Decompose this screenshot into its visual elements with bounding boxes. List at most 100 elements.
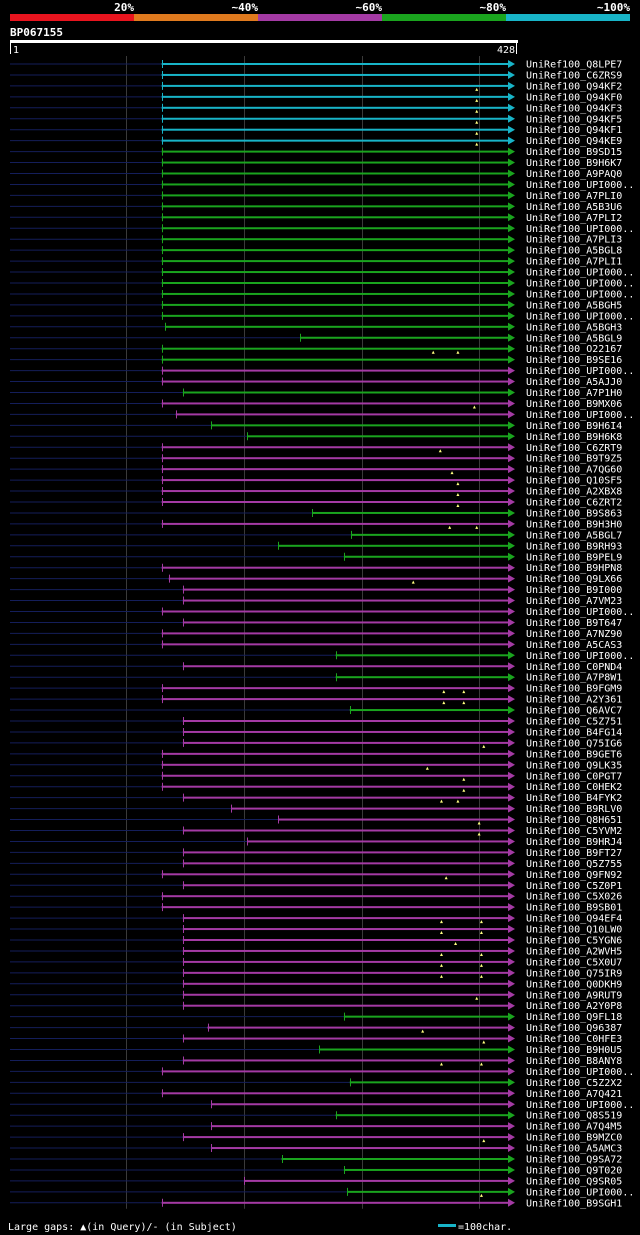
hit-row[interactable]: UniRef100_A7VM23 xyxy=(10,596,622,607)
hit-label[interactable]: UniRef100_Q94EF4 xyxy=(526,914,622,925)
hit-label[interactable]: UniRef100_B9H3H0 xyxy=(526,519,622,530)
hit-alignment-bar[interactable] xyxy=(182,949,509,952)
hit-label[interactable]: UniRef100_A5B3U6 xyxy=(526,202,622,213)
hit-alignment-bar[interactable] xyxy=(182,1136,509,1139)
hit-label[interactable]: UniRef100_A2Y0P8 xyxy=(526,1001,622,1012)
hit-alignment-bar[interactable] xyxy=(182,939,509,941)
hit-label[interactable]: UniRef100_UPI000.. xyxy=(526,366,634,377)
hit-alignment-bar[interactable] xyxy=(161,402,509,405)
hit-row[interactable]: UniRef100_C6ZRT9 xyxy=(10,443,622,454)
hit-alignment-bar[interactable] xyxy=(161,1201,509,1204)
hit-row[interactable]: UniRef100_A5B3U6 xyxy=(10,202,622,213)
hit-row[interactable]: UniRef100_UPI000.. xyxy=(10,607,634,618)
hit-row[interactable]: UniRef100_A9RUT9 xyxy=(10,990,622,1001)
hit-label[interactable]: UniRef100_B9H6I4 xyxy=(526,421,622,432)
hit-alignment-bar[interactable] xyxy=(161,303,509,306)
hit-label[interactable]: UniRef100_B9SE16 xyxy=(526,355,622,366)
hit-row[interactable]: UniRef100_A2XBX8 xyxy=(10,487,622,498)
hit-label[interactable]: UniRef100_UPI000.. xyxy=(526,180,634,191)
hit-alignment-bar[interactable] xyxy=(335,654,509,657)
hit-alignment-bar[interactable] xyxy=(161,906,509,909)
hit-label[interactable]: UniRef100_B9PEL9 xyxy=(526,552,622,563)
hit-row[interactable]: UniRef100_C0PND4 xyxy=(10,662,622,673)
hit-row[interactable]: UniRef100_Q5Z755 xyxy=(10,859,622,870)
hit-row[interactable]: UniRef100_Q75IR9 xyxy=(10,968,622,979)
hit-alignment-bar[interactable] xyxy=(161,643,509,646)
hit-row[interactable]: UniRef100_UPI000.. xyxy=(10,410,634,421)
hit-row[interactable]: UniRef100_B9H0U5 xyxy=(10,1045,622,1056)
hit-alignment-bar[interactable] xyxy=(161,610,509,613)
hit-label[interactable]: UniRef100_Q0DKH9 xyxy=(526,979,622,990)
hit-label[interactable]: UniRef100_B9RH93 xyxy=(526,541,622,552)
hit-alignment-bar[interactable] xyxy=(182,588,509,591)
hit-alignment-bar[interactable] xyxy=(161,358,509,361)
hit-row[interactable]: UniRef100_Q94KF2 xyxy=(10,81,622,92)
hit-alignment-bar[interactable] xyxy=(161,139,509,142)
hit-alignment-bar[interactable] xyxy=(161,161,509,164)
hit-label[interactable]: UniRef100_Q9SA72 xyxy=(526,1155,622,1166)
hit-alignment-bar[interactable] xyxy=(161,698,509,701)
hit-row[interactable]: UniRef100_Q75IG6 xyxy=(10,738,622,749)
hit-alignment-bar[interactable] xyxy=(161,522,509,525)
hit-label[interactable]: UniRef100_Q6AVC7 xyxy=(526,706,622,717)
hit-label[interactable]: UniRef100_UPI000.. xyxy=(526,279,634,290)
hit-row[interactable]: UniRef100_B9MZC0 xyxy=(10,1133,622,1144)
hit-alignment-bar[interactable] xyxy=(161,479,509,482)
hit-label[interactable]: UniRef100_Q94KF3 xyxy=(526,103,622,114)
hit-label[interactable]: UniRef100_A7P8W1 xyxy=(526,673,622,684)
hit-row[interactable]: UniRef100_A5BGL7 xyxy=(10,530,622,541)
hit-alignment-bar[interactable] xyxy=(161,468,509,471)
hit-alignment-bar[interactable] xyxy=(300,336,509,339)
hit-row[interactable]: UniRef100_UPI000.. xyxy=(10,224,634,235)
hit-label[interactable]: UniRef100_A2Y361 xyxy=(526,695,622,706)
hit-row[interactable]: UniRef100_B9S863 xyxy=(10,508,622,519)
hit-row[interactable]: UniRef100_A5CAS3 xyxy=(10,640,622,651)
hit-label[interactable]: UniRef100_A2WVH5 xyxy=(526,946,622,957)
hit-alignment-bar[interactable] xyxy=(161,1092,509,1095)
hit-alignment-bar[interactable] xyxy=(182,1004,509,1007)
hit-alignment-bar[interactable] xyxy=(347,1190,509,1193)
hit-alignment-bar[interactable] xyxy=(161,128,509,131)
hit-row[interactable]: UniRef100_Q94KE9 xyxy=(10,136,622,147)
hit-alignment-bar[interactable] xyxy=(161,73,509,76)
hit-alignment-bar[interactable] xyxy=(161,95,509,98)
hit-row[interactable]: UniRef100_Q6AVC7 xyxy=(10,706,622,717)
hit-row[interactable]: UniRef100_C5X0U7 xyxy=(10,957,622,968)
hit-label[interactable]: UniRef100_UPI000.. xyxy=(526,410,634,421)
hit-label[interactable]: UniRef100_C5Z0P1 xyxy=(526,881,622,892)
hit-label[interactable]: UniRef100_Q75IG6 xyxy=(526,738,622,749)
hit-label[interactable]: UniRef100_B9FT27 xyxy=(526,848,622,859)
hit-row[interactable]: UniRef100_B9H6K8 xyxy=(10,432,622,443)
hit-row[interactable]: UniRef100_Q96387 xyxy=(10,1023,622,1034)
hit-row[interactable]: UniRef100_B9H3H0 xyxy=(10,519,622,530)
hit-alignment-bar[interactable] xyxy=(182,971,509,974)
hit-label[interactable]: UniRef100_B9MZC0 xyxy=(526,1133,622,1144)
hit-row[interactable]: UniRef100_B9HPN8 xyxy=(10,563,622,574)
hit-alignment-bar[interactable] xyxy=(161,249,509,252)
hit-alignment-bar[interactable] xyxy=(161,566,509,569)
hit-label[interactable]: UniRef100_UPI000.. xyxy=(526,289,634,300)
hit-row[interactable]: UniRef100_A7PLI3 xyxy=(10,235,622,246)
hit-label[interactable]: UniRef100_Q94KE9 xyxy=(526,136,622,147)
hit-row[interactable]: UniRef100_Q10LW0 xyxy=(10,925,622,936)
hit-label[interactable]: UniRef100_B9H0U5 xyxy=(526,1045,622,1056)
hit-row[interactable]: UniRef100_C5YVM2 xyxy=(10,826,622,837)
hit-row[interactable]: UniRef100_B9I000 xyxy=(10,585,622,596)
hit-label[interactable]: UniRef100_UPI000.. xyxy=(526,1100,634,1111)
hit-label[interactable]: UniRef100_C6ZRT2 xyxy=(526,498,622,509)
hit-label[interactable]: UniRef100_Q9LX66 xyxy=(526,574,622,585)
hit-label[interactable]: UniRef100_Q96387 xyxy=(526,1023,622,1034)
hit-label[interactable]: UniRef100_C6ZRS9 xyxy=(526,70,622,81)
hit-row[interactable]: UniRef100_B9RLV0 xyxy=(10,804,622,815)
hit-alignment-bar[interactable] xyxy=(343,1015,509,1018)
hit-row[interactable]: UniRef100_UPI000.. xyxy=(10,1067,634,1078)
hit-label[interactable]: UniRef100_UPI000.. xyxy=(526,311,634,322)
hit-row[interactable]: UniRef100_Q9LX66 xyxy=(10,574,622,585)
hit-alignment-bar[interactable] xyxy=(182,599,509,602)
hit-row[interactable]: UniRef100_Q8H651 xyxy=(10,815,622,826)
hit-alignment-bar[interactable] xyxy=(335,1114,509,1117)
hit-row[interactable]: UniRef100_A5AJJ0 xyxy=(10,377,622,388)
hit-alignment-bar[interactable] xyxy=(161,282,509,284)
hit-label[interactable]: UniRef100_Q10SF5 xyxy=(526,476,622,487)
hit-alignment-bar[interactable] xyxy=(168,577,509,580)
